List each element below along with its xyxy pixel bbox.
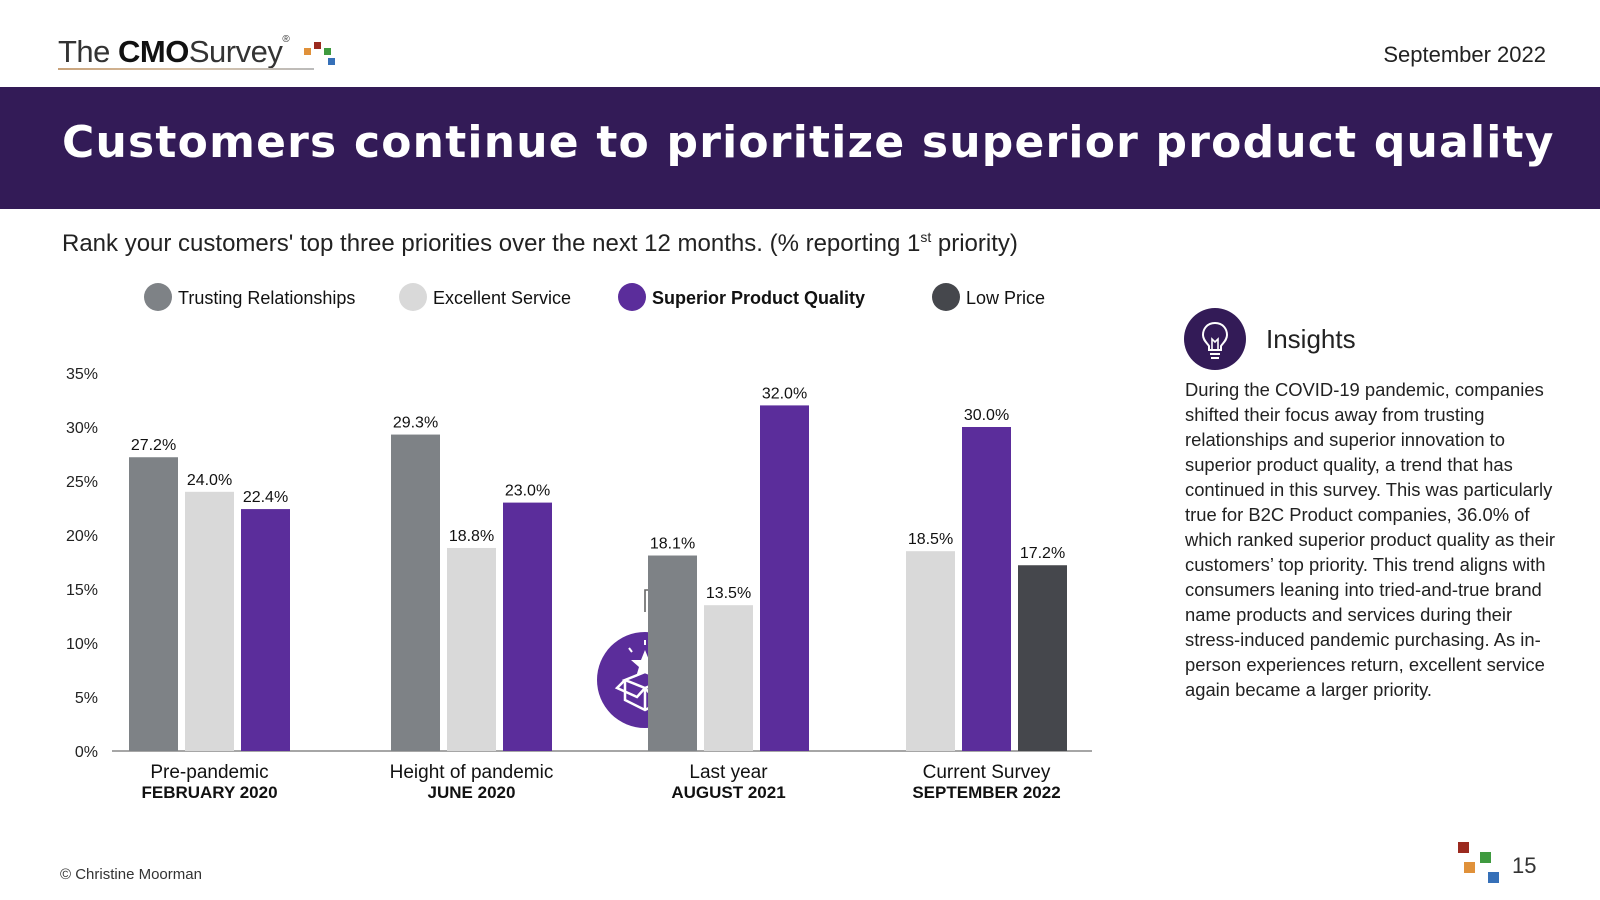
bar-value-label: 24.0% — [187, 472, 232, 489]
page-title: Customers continue to prioritize superio… — [62, 117, 1555, 168]
question-text: Rank your customers' top three prioritie… — [62, 230, 921, 257]
insights-text: During the COVID-19 pandemic, companies … — [1185, 379, 1556, 700]
legend-marker — [399, 283, 427, 311]
bar-value-label: 17.2% — [1020, 545, 1065, 562]
bar-value-label: 18.5% — [908, 531, 953, 548]
legend-label: Superior Product Quality — [652, 288, 865, 308]
logo-underline — [58, 68, 314, 70]
logo-survey: Survey — [188, 34, 283, 69]
footer-squares-icon — [1452, 842, 1502, 887]
title-banner: Customers continue to prioritize superio… — [0, 87, 1600, 209]
x-category-label: Current Survey — [923, 762, 1051, 783]
bar-excellent-service — [704, 605, 753, 751]
legend-label: Trusting Relationships — [178, 288, 355, 308]
y-tick-label: 15% — [66, 582, 98, 599]
bar-value-label: 29.3% — [393, 415, 438, 432]
bar-excellent-service — [906, 551, 955, 751]
copyright: © Christine Moorman — [60, 866, 202, 883]
bar-value-label: 23.0% — [505, 483, 550, 500]
legend-label: Excellent Service — [433, 288, 571, 308]
bar-superior-product-quality — [962, 427, 1011, 751]
x-category-sublabel: SEPTEMBER 2022 — [912, 783, 1060, 802]
bar-excellent-service — [185, 491, 234, 751]
x-category-label: Height of pandemic — [390, 762, 554, 783]
bar-trusting-relationships — [129, 457, 178, 751]
logo-cmo: CMO — [118, 34, 189, 69]
y-tick-label: 30% — [66, 420, 98, 437]
y-tick-label: 35% — [66, 366, 98, 383]
bar-value-label: 18.8% — [449, 528, 494, 545]
bar-value-label: 32.0% — [762, 385, 807, 402]
legend-marker — [144, 283, 172, 311]
x-category-sublabel: JUNE 2020 — [428, 783, 516, 802]
logo-registered: ® — [282, 34, 290, 45]
bar-value-label: 27.2% — [131, 437, 176, 454]
y-tick-label: 20% — [66, 528, 98, 545]
cmo-survey-logo: The CMOSurvey® — [58, 34, 290, 70]
bar-trusting-relationships — [648, 555, 697, 751]
y-tick-label: 0% — [75, 744, 98, 761]
bar-value-label: 18.1% — [650, 536, 695, 553]
insights-title: Insights — [1266, 324, 1356, 354]
bar-value-label: 13.5% — [706, 585, 751, 602]
bar-superior-product-quality — [241, 509, 290, 751]
bar-excellent-service — [447, 547, 496, 751]
survey-question: Rank your customers' top three prioritie… — [62, 229, 1018, 258]
bar-value-label: 22.4% — [243, 489, 288, 506]
x-category-label: Pre-pandemic — [150, 762, 268, 783]
x-category-label: Last year — [689, 762, 768, 783]
x-category-sublabel: FEBRUARY 2020 — [141, 783, 277, 802]
bar-trusting-relationships — [391, 434, 440, 751]
logo-the: The — [58, 34, 110, 69]
x-category-sublabel: AUGUST 2021 — [671, 783, 785, 802]
bar-value-label: 30.0% — [964, 407, 1009, 424]
y-tick-label: 5% — [75, 690, 98, 707]
report-date: September 2022 — [1383, 42, 1546, 67]
lightbulb-icon — [1184, 308, 1246, 370]
question-superscript: st — [920, 229, 932, 245]
legend-marker — [618, 283, 646, 311]
bar-superior-product-quality — [503, 502, 552, 751]
y-tick-label: 10% — [66, 636, 98, 653]
y-tick-label: 25% — [66, 474, 98, 491]
page-number: 15 — [1512, 853, 1537, 878]
bar-superior-product-quality — [760, 405, 809, 751]
legend-marker — [932, 283, 960, 311]
legend-label: Low Price — [966, 288, 1045, 308]
question-text-end: priority) — [931, 230, 1018, 257]
logo-squares-icon — [296, 42, 336, 72]
bar-chart: Trusting Relationships Excellent Service S… — [66, 283, 1092, 802]
bar-low-price — [1018, 565, 1067, 751]
